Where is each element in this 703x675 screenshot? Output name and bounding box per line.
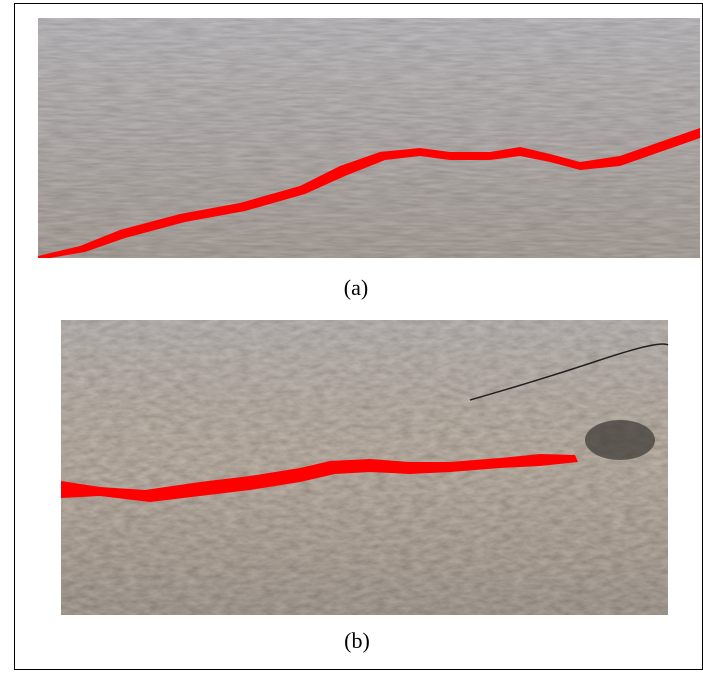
figure: (a) (b) (0, 0, 703, 675)
caption: (b) (344, 628, 370, 653)
photo-b (61, 320, 668, 615)
photo-a (38, 18, 700, 258)
caption: (a) (344, 275, 368, 300)
page: (a) (b) (() => { const data = JSON.parse… (0, 0, 703, 675)
